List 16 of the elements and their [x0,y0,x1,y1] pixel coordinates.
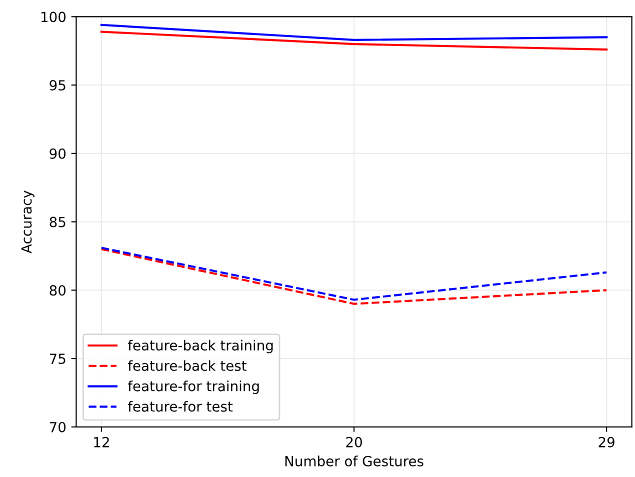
x-tick-label: 12 [94,436,109,448]
x-tick-label: 29 [598,436,614,448]
x-axis-title: Number of Gestures [285,456,424,466]
y-tick-label: 85 [50,216,66,228]
legend-label: feature-for training [128,380,259,394]
y-tick-label: 80 [50,285,66,296]
y-tick-label: 75 [50,354,66,364]
y-axis-title: Accuracy [21,190,34,254]
y-tick-label: 90 [50,148,66,159]
x-tick-label: 20 [346,436,362,448]
y-tick-label: 70 [50,422,66,432]
y-tick-label: 95 [50,80,66,91]
legend-label: feature-for test [128,400,233,412]
legend-label: feature-back training [128,340,273,354]
legend-label: feature-back test [128,360,246,371]
y-tick-label: 100 [41,12,66,22]
